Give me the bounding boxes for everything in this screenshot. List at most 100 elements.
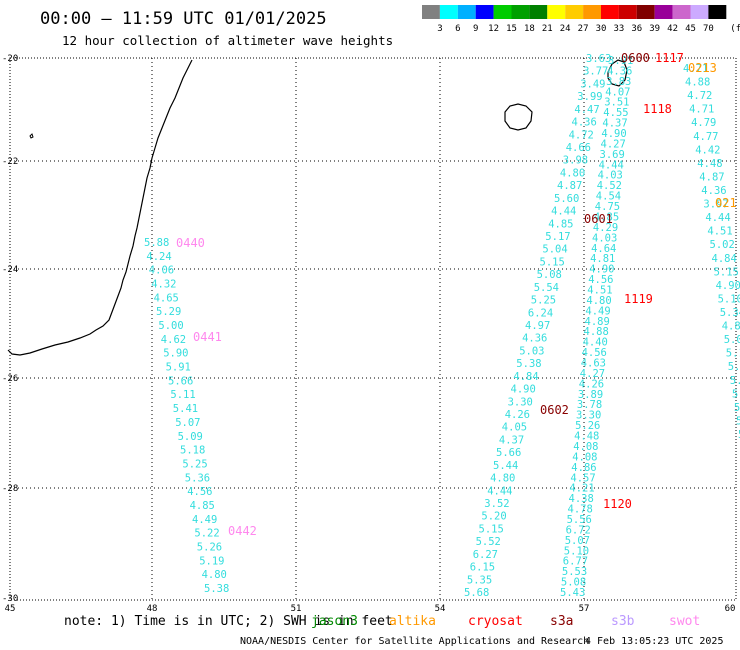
wave-height-value: 4.57: [570, 472, 595, 484]
colorbar-label: 39: [649, 24, 660, 34]
wave-height-value: 5.07: [565, 535, 590, 547]
wave-height-value: 4.55: [603, 107, 628, 119]
wave-height-value: 5.44: [493, 460, 518, 472]
wave-height-value: 4.36: [607, 65, 632, 77]
page-subtitle: 12 hour collection of altimeter wave hei…: [62, 33, 393, 48]
y-tick-label: -30: [2, 594, 18, 604]
wave-height-value: 4.85: [190, 500, 215, 512]
colorbar-swatch: [708, 5, 727, 19]
wave-height-value: 6.24: [528, 307, 553, 319]
wave-height-value: 4.49: [192, 514, 217, 526]
x-tick-label: 57: [579, 604, 590, 614]
colorbar-swatch: [422, 5, 440, 19]
altika-track-east: 4.714.884.724.714.794.774.424.484.874.36…: [683, 63, 740, 441]
wave-height-value: 4.87: [699, 171, 724, 183]
wave-height-value: 5.18: [180, 445, 205, 457]
wave-height-value: 4.47: [574, 104, 599, 116]
colorbar-swatch: [636, 5, 655, 19]
colorbar-label: 33: [613, 24, 624, 34]
wave-height-value: 5.41: [173, 403, 198, 415]
y-tick-label: -20: [2, 54, 18, 64]
wave-height-value: 3.78: [577, 399, 602, 411]
wave-height-value: 5.17: [726, 348, 740, 360]
wave-height-value: 4.87: [557, 180, 582, 192]
y-tick-label: -22: [2, 157, 18, 167]
time-label: 0600: [621, 51, 650, 65]
wave-height-value: 4.52: [597, 180, 622, 192]
wave-height-value: 5.56: [567, 514, 592, 526]
colorbar-unit: (ft): [730, 24, 740, 34]
satellite-legend-swot: swot: [669, 614, 700, 629]
wave-height-value: 4.27: [601, 139, 626, 151]
wave-height-value: 4.84: [513, 371, 538, 383]
wave-height-value: 4.63: [581, 358, 606, 370]
wave-height-value: 5.10: [718, 293, 740, 305]
x-tick-label: 48: [147, 604, 158, 614]
y-tick-label: -24: [2, 265, 18, 275]
wave-height-value: 4.27: [580, 368, 605, 380]
wave-height-value: 4.90: [589, 264, 614, 276]
wave-height-value: 4.42: [695, 144, 720, 156]
wave-height-value: 4.77: [693, 131, 718, 143]
wave-height-value: 5.00: [158, 320, 183, 332]
satellite-legend-cryosat: cryosat: [468, 614, 523, 629]
time-label: 0441: [193, 330, 222, 344]
time-label: 0213: [688, 61, 717, 75]
wave-height-value: 4.97: [525, 320, 550, 332]
wave-height-value: 5.66: [496, 447, 521, 459]
colorbar-label: 30: [596, 24, 607, 34]
wave-height-value: 4.29: [593, 222, 618, 234]
wave-height-value: 4.48: [697, 158, 722, 170]
time-label: 021: [715, 196, 737, 210]
wave-height-value: 5.: [734, 402, 740, 414]
wave-height-value: 3.30: [508, 396, 533, 408]
islet-outline: [29, 133, 34, 139]
wave-height-value: 5.38: [204, 583, 229, 595]
wave-height-value: 5.29: [156, 306, 181, 318]
wave-height-value: 4.56: [588, 274, 613, 286]
wave-height-value: 5: [738, 429, 740, 441]
satellite-legend-s3b: s3b: [611, 614, 635, 629]
wave-height-value: 4.49: [585, 305, 610, 317]
wave-height-value: 4.36: [522, 333, 547, 345]
wave-height-value: 5.20: [481, 511, 506, 523]
satellite-legend: jason3 altika cryosat s3a s3b swot: [311, 614, 700, 629]
timestamp: 4 Feb 13:05:23 UTC 2025: [585, 636, 723, 647]
wave-height-value: 4.75: [595, 201, 620, 213]
time-label: 1117: [655, 51, 684, 65]
satellite-legend-altika: altika: [389, 614, 436, 629]
gridlines: 45 48 51 54 57 60 -20 -22 -24 -26 -28 -30: [2, 54, 736, 614]
wave-height-value: 4.37: [499, 434, 524, 446]
wave-height-value: 5.19: [199, 555, 224, 567]
wave-height-value: 3.99: [577, 91, 602, 103]
wave-height-value: 5.11: [170, 389, 195, 401]
wave-height-value: 4.48: [574, 431, 599, 443]
x-tick-label: 60: [725, 604, 736, 614]
wave-height-value: 5.07: [175, 417, 200, 429]
wave-height-value: 4.44: [551, 206, 576, 218]
wave-height-value: 5.03: [519, 345, 544, 357]
wave-height-value: 5.15: [714, 266, 739, 278]
wave-height-value: 5.02: [710, 239, 735, 251]
wave-height-value: 5.36: [185, 472, 210, 484]
wave-height-value: 3.98: [563, 155, 588, 167]
wave-height-value: 5.05: [724, 334, 740, 346]
plot-area: 45 48 51 54 57 60 -20 -22 -24 -26 -28 -30: [2, 54, 737, 614]
wave-height-value: 4.08: [572, 451, 597, 463]
wave-height-value: 4.80: [490, 473, 515, 485]
colorbar-label: 6: [455, 24, 460, 34]
wave-height-value: 4.05: [502, 422, 527, 434]
time-label: 1118: [643, 102, 672, 116]
wave-height-value: 4.71: [683, 63, 708, 75]
wave-height-value: 5.66: [168, 375, 193, 387]
wave-height-value: 4.90: [716, 280, 740, 292]
wave-height-value: 6.15: [470, 562, 495, 574]
wave-height-value: 5.53: [562, 566, 587, 578]
wave-height-value: 5.91: [166, 362, 191, 374]
wave-height-value: 4.36: [572, 117, 597, 129]
wave-height-value: 4.86: [571, 462, 596, 474]
page-title: 00:00 — 11:59 UTC 01/01/2025: [40, 9, 327, 29]
reunion-island: [504, 103, 533, 131]
wave-height-value: 4.88: [685, 77, 710, 89]
